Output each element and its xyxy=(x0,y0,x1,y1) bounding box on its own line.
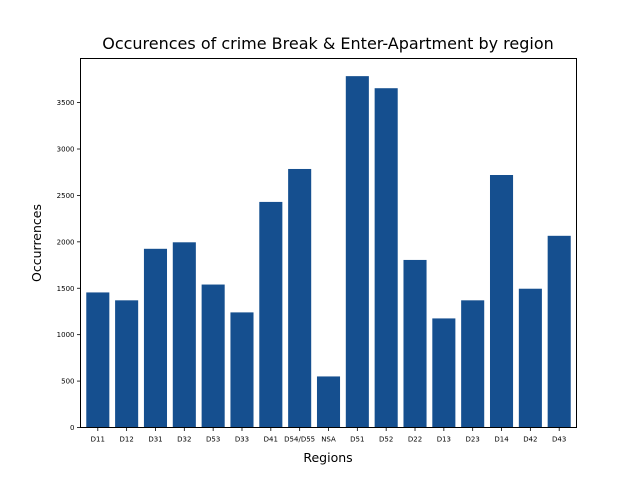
bar-d52 xyxy=(374,88,398,428)
bar-nsa xyxy=(316,376,341,428)
x-tick-label: D42 xyxy=(523,436,537,444)
x-tick-label: NSA xyxy=(321,436,336,444)
plot-frame xyxy=(80,58,577,428)
bar-d11 xyxy=(86,292,110,428)
x-tick-label: D23 xyxy=(466,436,480,444)
y-tick-label: 500 xyxy=(61,378,74,386)
y-axis-label: Occurrences xyxy=(29,204,44,282)
y-tick-label: 3500 xyxy=(57,99,75,107)
bar-d32 xyxy=(172,242,196,428)
x-axis-label: Regions xyxy=(303,450,352,465)
y-tick-label: 3000 xyxy=(57,146,75,154)
y-ticks: 0 500 1000 1500 2000 2500 3000 3500 xyxy=(57,99,81,432)
bar-d41 xyxy=(259,201,283,428)
bar-d43 xyxy=(547,235,571,428)
y-tick-label: 2000 xyxy=(57,238,75,246)
bar-d54-d55 xyxy=(288,168,312,428)
x-tick-label: D33 xyxy=(235,436,249,444)
x-tick-label: D13 xyxy=(437,436,451,444)
x-tick-label: D11 xyxy=(91,436,105,444)
bar-d42 xyxy=(518,288,542,428)
x-tick-label: D54/D55 xyxy=(284,436,315,444)
x-tick-label: D53 xyxy=(206,436,220,444)
bar-d33 xyxy=(230,312,254,428)
bars-group xyxy=(86,76,571,428)
x-tick-label: D32 xyxy=(177,436,191,444)
bar-d23 xyxy=(461,300,485,428)
bar-d13 xyxy=(432,318,456,428)
bar-d12 xyxy=(115,300,139,428)
bar-d22 xyxy=(403,259,427,428)
bar-d51 xyxy=(345,76,369,428)
x-tick-label: D22 xyxy=(408,436,422,444)
x-tick-label: D43 xyxy=(552,436,566,444)
bar-d31 xyxy=(143,248,168,428)
bar-d53 xyxy=(201,284,225,428)
x-tick-label: D31 xyxy=(148,436,162,444)
chart-title: Occurences of crime Break & Enter-Apartm… xyxy=(102,34,554,53)
x-tick-label: D12 xyxy=(119,436,133,444)
x-tick-label: D51 xyxy=(350,436,364,444)
x-tick-label: D41 xyxy=(264,436,278,444)
y-tick-label: 2500 xyxy=(57,192,75,200)
x-ticks: D11 D12 D31 D32 D53 D33 D41 D54/D55 NSA D51 D52 D22… xyxy=(91,427,566,444)
y-tick-label: 1000 xyxy=(57,331,75,339)
x-tick-label: D14 xyxy=(494,436,509,444)
y-tick-label: 0 xyxy=(70,424,74,432)
y-tick-label: 1500 xyxy=(57,285,75,293)
bar-d14 xyxy=(489,175,514,428)
x-tick-label: D52 xyxy=(379,436,393,444)
